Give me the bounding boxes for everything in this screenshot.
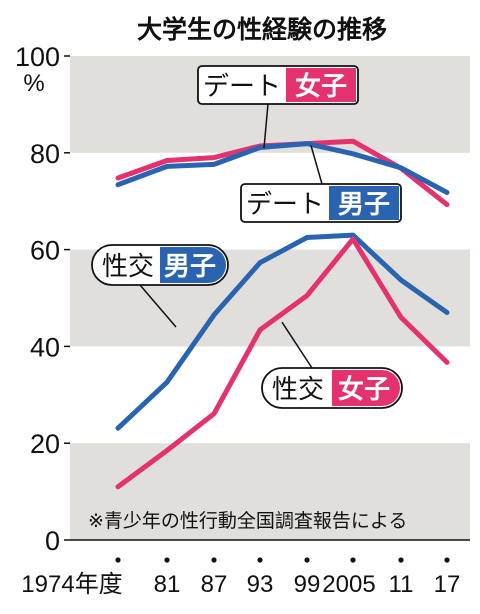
grid-band-2 <box>70 443 470 540</box>
y-tick-40: 40 <box>30 332 60 362</box>
x-tick-dot-3 <box>257 557 263 563</box>
label-date-female: デート 女子 <box>197 65 359 105</box>
label-date-female-text: デート <box>203 72 281 102</box>
y-tick-100: 100 <box>15 42 60 72</box>
leader-sex-female <box>281 321 313 369</box>
x-tick-label-1: 81 <box>154 571 181 598</box>
y-tick-0: 0 <box>45 526 60 556</box>
x-axis-ticks: 1974年度 81 87 93 99 2005 11 17 <box>21 557 460 598</box>
x-tick-label-3: 93 <box>247 571 274 598</box>
x-tick-dot-2 <box>211 557 217 563</box>
x-tick-label-2: 87 <box>201 571 228 598</box>
source-note: ※青少年の性行動全国調査報告による <box>88 510 407 532</box>
leader-sex-male <box>139 284 177 328</box>
x-tick-dot-6 <box>398 557 404 563</box>
series-line-2 <box>115 232 450 431</box>
leader-date-female <box>263 103 269 149</box>
series-labels: デート 女子 デート 男子 性交 男子 性交 女子 <box>91 65 403 409</box>
y-tick-60: 60 <box>30 236 60 266</box>
x-tick-dot-5 <box>350 557 356 563</box>
label-date-male: デート 男子 <box>240 183 402 223</box>
label-sex-male: 性交 男子 <box>91 244 229 286</box>
chart-title: 大学生の性経験の推移 <box>137 15 387 44</box>
y-axis-ticks: 0 20 40 60 80 <box>30 55 70 556</box>
y-unit-percent: % <box>23 70 44 97</box>
series-line-1 <box>115 141 450 195</box>
x-tick-label-6: 11 <box>389 571 414 598</box>
label-date-male-tag: 男子 <box>338 190 390 220</box>
x-tick-dot-1 <box>164 557 170 563</box>
x-tick-dot-4 <box>304 557 310 563</box>
leader-date-male <box>310 145 323 185</box>
series-lines <box>115 138 450 490</box>
x-tick-label-5: 2005 <box>322 571 375 598</box>
series-line-3 <box>115 236 450 490</box>
label-sex-male-tag: 男子 <box>164 252 216 282</box>
x-tick-label-7: 17 <box>434 571 461 598</box>
x-tick-label-0: 1974年度 <box>21 571 122 598</box>
x-tick-label-4: 99 <box>294 571 321 598</box>
y-tick-80: 80 <box>30 139 60 169</box>
label-sex-male-text: 性交 <box>102 252 154 282</box>
label-sex-female-text: 性交 <box>272 375 324 405</box>
x-tick-dot-7 <box>444 557 450 563</box>
label-sex-female-tag: 女子 <box>338 374 390 405</box>
grid-bands <box>70 56 470 540</box>
y-tick-20: 20 <box>30 429 60 459</box>
x-tick-dot-0 <box>115 557 121 563</box>
label-date-male-text: デート <box>246 190 324 220</box>
label-date-female-tag: 女子 <box>295 71 347 102</box>
label-sex-female: 性交 女子 <box>261 367 403 409</box>
